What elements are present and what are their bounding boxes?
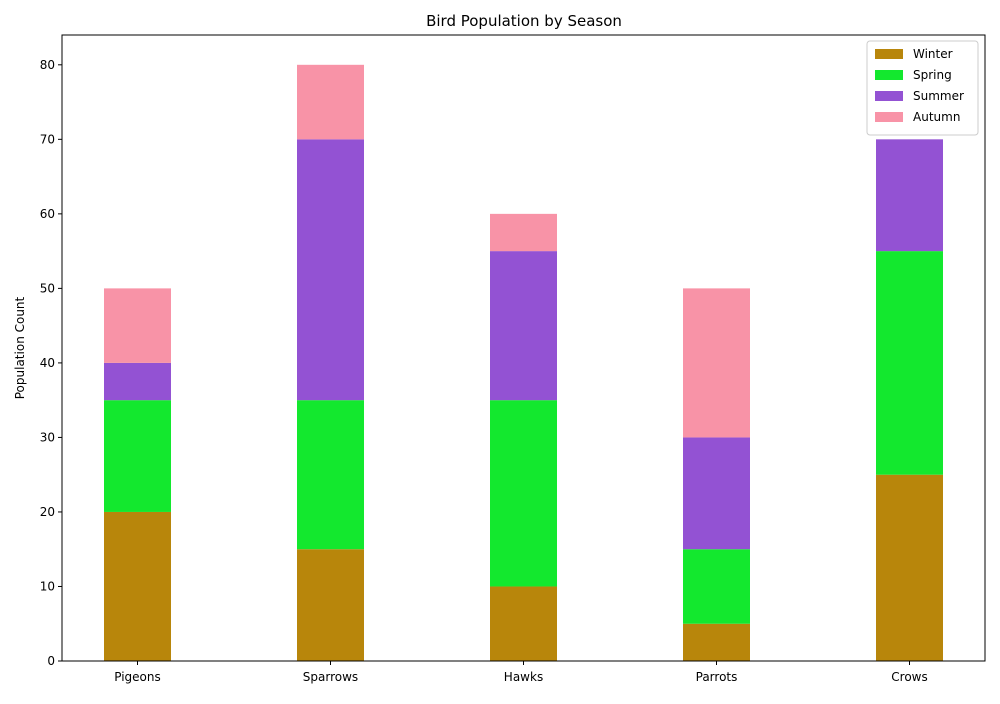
y-tick-label: 0 bbox=[47, 654, 55, 668]
legend-label-winter: Winter bbox=[913, 47, 953, 61]
bar-winter-hawks bbox=[490, 586, 557, 661]
legend-label-summer: Summer bbox=[913, 89, 964, 103]
bar-spring-sparrows bbox=[297, 400, 364, 550]
bar-autumn-sparrows bbox=[297, 64, 364, 140]
bar-spring-pigeons bbox=[104, 400, 171, 512]
bar-summer-sparrows bbox=[297, 139, 364, 401]
x-tick-label-sparrows: Sparrows bbox=[303, 670, 358, 684]
y-tick-label: 40 bbox=[40, 356, 55, 370]
legend: Winter Spring Summer Autumn bbox=[866, 40, 979, 136]
bars-group bbox=[104, 64, 943, 661]
y-ticks-group: 0 10 20 30 40 50 60 70 80 bbox=[40, 58, 62, 668]
bar-summer-parrots bbox=[683, 437, 750, 550]
x-tick-label-parrots: Parrots bbox=[696, 670, 738, 684]
bar-winter-crows bbox=[876, 474, 943, 661]
y-tick-label: 20 bbox=[40, 505, 55, 519]
bar-summer-crows bbox=[876, 139, 943, 252]
bar-spring-hawks bbox=[490, 400, 557, 587]
bar-winter-pigeons bbox=[104, 511, 171, 661]
y-tick-label: 10 bbox=[40, 579, 55, 593]
bar-autumn-hawks bbox=[490, 213, 557, 252]
bar-spring-parrots bbox=[683, 549, 750, 624]
legend-box bbox=[866, 40, 979, 136]
bar-autumn-pigeons bbox=[104, 288, 171, 363]
legend-swatch-autumn bbox=[875, 112, 903, 122]
x-ticks-group: Pigeons Sparrows Hawks Parrots Crows bbox=[114, 661, 928, 684]
bar-spring-crows bbox=[876, 251, 943, 475]
y-axis-label: Population Count bbox=[13, 296, 27, 399]
legend-label-autumn: Autumn bbox=[913, 110, 960, 124]
bar-summer-pigeons bbox=[104, 362, 171, 401]
y-tick-label: 30 bbox=[40, 430, 55, 444]
legend-label-spring: Spring bbox=[913, 68, 952, 82]
y-tick-label: 60 bbox=[40, 207, 55, 221]
y-tick-label: 80 bbox=[40, 58, 55, 72]
y-tick-label: 50 bbox=[40, 281, 55, 295]
legend-swatch-spring bbox=[875, 70, 903, 80]
bar-summer-hawks bbox=[490, 251, 557, 401]
chart-title: Bird Population by Season bbox=[426, 12, 622, 30]
x-tick-label-crows: Crows bbox=[891, 670, 927, 684]
legend-swatch-summer bbox=[875, 91, 903, 101]
bar-autumn-parrots bbox=[683, 288, 750, 438]
bar-winter-parrots bbox=[683, 623, 750, 661]
y-tick-label: 70 bbox=[40, 132, 55, 146]
x-tick-label-hawks: Hawks bbox=[504, 670, 543, 684]
x-tick-label-pigeons: Pigeons bbox=[114, 670, 161, 684]
legend-swatch-winter bbox=[875, 49, 903, 59]
bar-winter-sparrows bbox=[297, 549, 364, 661]
